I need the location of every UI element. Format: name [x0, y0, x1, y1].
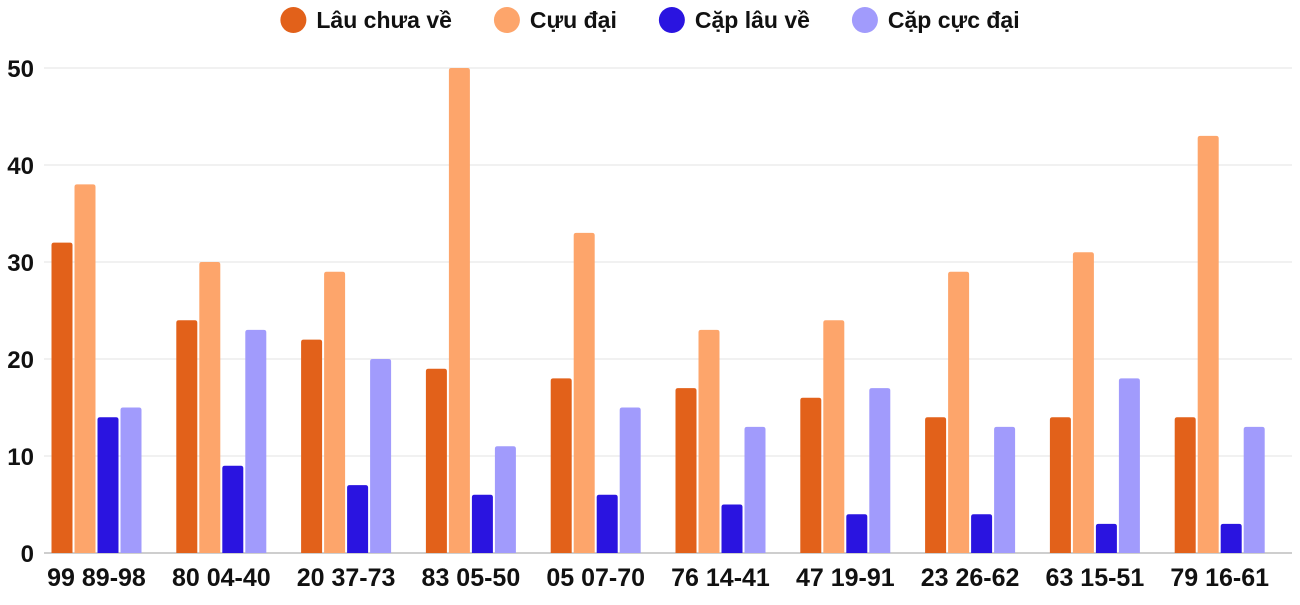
y-tick-label: 20	[7, 347, 34, 374]
bar[interactable]	[1095, 523, 1117, 553]
bar[interactable]	[846, 514, 868, 553]
bar[interactable]	[573, 232, 595, 553]
y-tick-label: 30	[7, 250, 34, 277]
bar[interactable]	[347, 485, 369, 553]
bar[interactable]	[425, 368, 447, 553]
bar[interactable]	[994, 426, 1016, 553]
x-tick-label: 80 04-40	[172, 564, 271, 592]
bar[interactable]	[675, 388, 697, 553]
bar[interactable]	[721, 504, 743, 554]
legend-label: Lâu chưa về	[316, 7, 452, 33]
y-tick-label: 40	[7, 153, 34, 180]
bar[interactable]	[199, 262, 221, 553]
legend-label: Cặp cực đại	[888, 7, 1020, 33]
y-axis: 0 10 20 30 40 50	[7, 56, 34, 568]
bar[interactable]	[176, 320, 198, 553]
x-tick-label: 05 07-70	[546, 564, 645, 592]
bar[interactable]	[74, 184, 96, 553]
legend-item[interactable]: Cặp lâu về	[658, 7, 810, 33]
legend-item[interactable]: Cặp cực đại	[851, 7, 1020, 33]
legend-label: Cặp lâu về	[695, 7, 810, 33]
bar[interactable]	[471, 494, 493, 553]
x-tick-label: 23 26-62	[921, 564, 1020, 592]
bar[interactable]	[823, 320, 845, 553]
bar[interactable]	[120, 407, 142, 554]
legend-label: Cựu đại	[530, 7, 617, 33]
bar[interactable]	[324, 271, 346, 553]
bar[interactable]	[1243, 426, 1265, 553]
x-tick-label: 20 37-73	[297, 564, 396, 592]
x-tick-label: 63 15-51	[1046, 564, 1145, 592]
y-tick-label: 10	[7, 444, 34, 471]
x-tick-label: 79 16-61	[1170, 564, 1269, 592]
bar[interactable]	[800, 397, 822, 553]
y-tick-label: 50	[7, 56, 34, 83]
bar[interactable]	[494, 446, 516, 553]
legend: Lâu chưa về Cựu đại Cặp lâu về Cặp cực đại	[280, 7, 1020, 33]
bar[interactable]	[596, 494, 618, 553]
bar[interactable]	[948, 271, 970, 553]
bar[interactable]	[925, 417, 947, 553]
x-tick-label: 76 14-41	[671, 564, 770, 592]
x-tick-label: 83 05-50	[422, 564, 521, 592]
bar[interactable]	[971, 514, 993, 553]
bar[interactable]	[448, 68, 470, 553]
legend-marker	[493, 7, 520, 33]
bar[interactable]	[619, 407, 641, 554]
bar[interactable]	[744, 426, 766, 553]
bar[interactable]	[1049, 417, 1071, 553]
legend-item[interactable]: Cựu đại	[493, 7, 617, 33]
legend-marker	[851, 7, 878, 33]
bar[interactable]	[222, 465, 244, 553]
bar[interactable]	[1197, 135, 1219, 553]
bar[interactable]	[245, 329, 267, 553]
bar[interactable]	[1072, 252, 1094, 554]
x-tick-label: 47 19-91	[796, 564, 895, 592]
y-tick-label: 0	[21, 541, 34, 568]
bar[interactable]	[550, 378, 572, 553]
bar[interactable]	[370, 359, 392, 553]
bar[interactable]	[1118, 378, 1140, 553]
bar[interactable]	[51, 242, 73, 553]
legend-item[interactable]: Lâu chưa về	[280, 7, 452, 33]
x-tick-label: 99 89-98	[47, 564, 146, 592]
legend-marker	[280, 7, 307, 33]
bar[interactable]	[301, 339, 323, 553]
bar[interactable]	[1220, 523, 1242, 553]
bar[interactable]	[97, 417, 119, 553]
bars	[51, 68, 1265, 554]
bar[interactable]	[698, 329, 720, 553]
bar[interactable]	[1174, 417, 1196, 553]
legend-marker	[658, 7, 685, 33]
x-axis: 99 89-98 80 04-40 20 37-73 83 05-50 05 07-70…	[47, 564, 1269, 592]
bar[interactable]	[869, 388, 891, 553]
